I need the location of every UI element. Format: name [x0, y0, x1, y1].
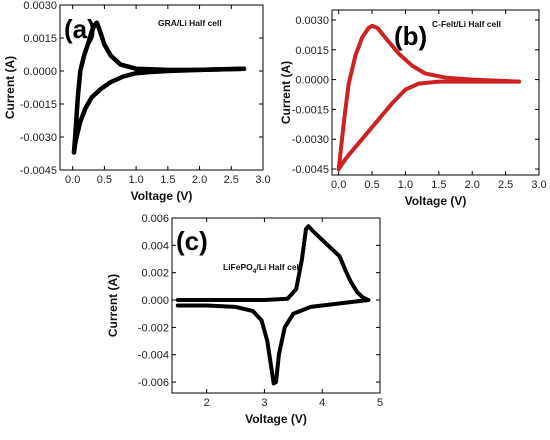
chart-c-xtick-label: 4 [319, 397, 325, 409]
chart-b-panel-label: (b) [394, 21, 427, 51]
chart-b-xtick-label: 2.5 [498, 179, 513, 191]
chart-b-xtick-label: 0.5 [364, 179, 379, 191]
chart-c-xlabel: Voltage (V) [245, 412, 307, 426]
chart-c-ytick-label: 0.002 [141, 268, 169, 280]
chart-c-xtick-label: 5 [377, 397, 383, 409]
chart-a-ytick-label: 0.0000 [23, 66, 57, 78]
chart-c-panel-label: (c) [176, 226, 208, 256]
annotation-main: LiFePO [223, 262, 253, 272]
chart-a-xlabel: Voltage (V) [131, 189, 193, 203]
chart-b-xtick-label: 2.0 [465, 179, 480, 191]
chart-c-series-line-2 [175, 224, 371, 302]
chart-b-ytick-label: -0.0045 [292, 164, 329, 176]
chart-a-xtick-label: 2.0 [192, 174, 207, 186]
chart-a-xtick-label: 2.5 [224, 174, 239, 186]
chart-a-ytick-label: -0.0015 [20, 99, 57, 111]
chart-b-ylabel: Current (A) [279, 61, 293, 124]
chart-a-ytick-label: 0.0015 [23, 33, 57, 45]
chart-a-series-line-1 [71, 66, 247, 155]
chart-a-xtick-label: 3.0 [255, 174, 270, 186]
chart-a-panel-label: (a) [64, 14, 96, 44]
chart-c-series-line-1 [175, 298, 371, 386]
chart-a-series-line-2 [71, 20, 247, 155]
chart-b-xlabel: Voltage (V) [405, 194, 467, 208]
chart-c-ytick-label: -0.004 [138, 350, 169, 362]
chart-a-frame [59, 4, 264, 171]
annotation-subscript: 4 [253, 268, 257, 275]
chart-a-ytick-label: -0.0030 [20, 132, 57, 144]
chart-c-ylabel: Current (A) [106, 274, 120, 337]
chart-b-xtick-label: 0.0 [331, 179, 346, 191]
chart-b-ytick-label: 0.0000 [295, 75, 329, 87]
chart-c-ytick-label: 0.004 [141, 240, 169, 252]
chart-b-xtick-label: 1.5 [431, 179, 446, 191]
chart-c-ytick-label: -0.006 [138, 377, 169, 389]
chart-a-xtick-label: 0.5 [97, 174, 112, 186]
chart-a-xtick-label: 1.0 [128, 174, 143, 186]
chart-a-ytick-label: 0.0030 [23, 0, 57, 12]
chart-b-annotation: C-Felt/Li Half cell [432, 19, 501, 29]
chart-c-xtick-label: 2 [204, 397, 210, 409]
chart-b-ytick-label: -0.0030 [292, 134, 329, 146]
chart-c-frame [171, 217, 381, 394]
chart-a-ytick-label: -0.0045 [20, 165, 57, 177]
chart-b-xtick-label: 3.0 [531, 179, 546, 191]
chart-b-series-line-1 [336, 79, 521, 171]
chart-b-ytick-label: 0.0030 [295, 15, 329, 27]
chart-c-ytick-label: 0.006 [141, 213, 169, 225]
chart-a-annotation: GRA/Li Half cell [158, 18, 222, 28]
chart-a-xtick-label: 0.0 [65, 174, 80, 186]
chart-b-ytick-label: -0.0015 [292, 104, 329, 116]
chart-a-ylabel: Current (A) [3, 56, 17, 119]
chart-a-xtick-label: 1.5 [160, 174, 175, 186]
chart-b-ytick-label: 0.0015 [295, 45, 329, 57]
chart-b-xtick-label: 1.0 [398, 179, 413, 191]
chart-b-series-line-2 [336, 23, 521, 171]
chart-c-xtick-label: 3 [261, 397, 267, 409]
chart-c-ytick-label: 0.000 [141, 295, 169, 307]
chart-c-ytick-label: -0.002 [138, 322, 169, 334]
chart-c-annotation: LiFePO4/Li Half cell [223, 262, 301, 275]
annotation-rest: /Li Half cell [256, 262, 301, 272]
chart-b-frame [331, 9, 540, 176]
